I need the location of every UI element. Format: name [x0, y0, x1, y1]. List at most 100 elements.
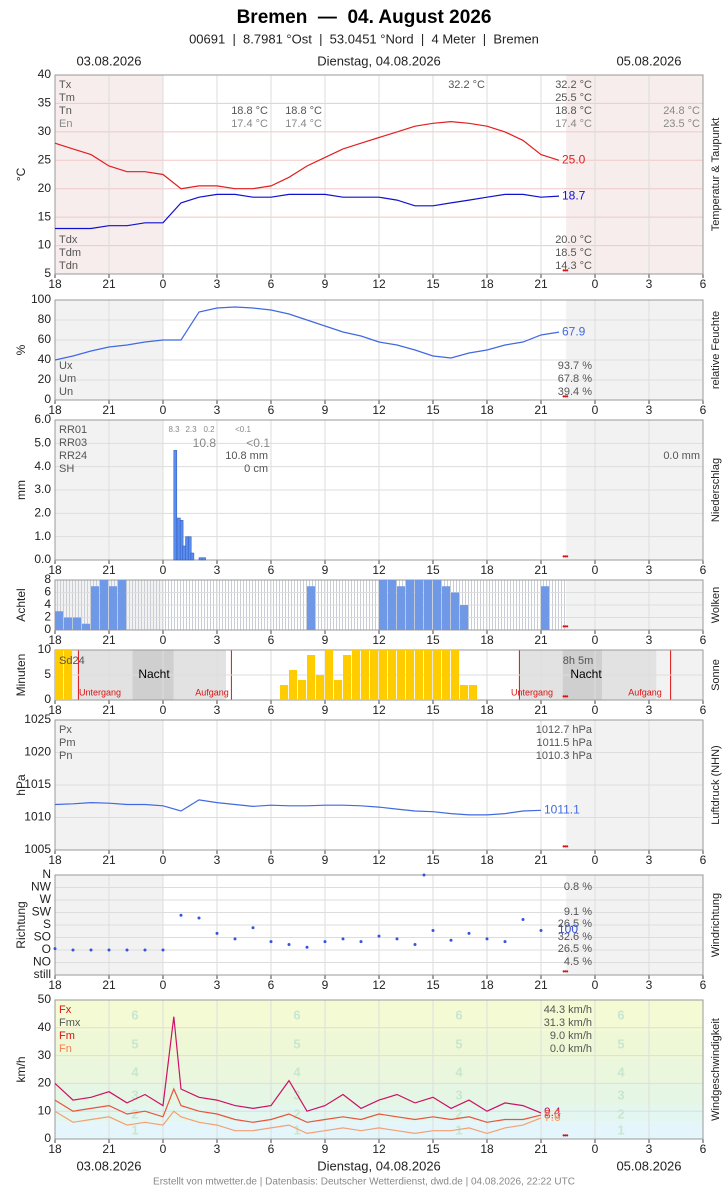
x-tick-label: 0 [592, 978, 599, 992]
side-label: Windgeschwindigkeit [710, 1018, 722, 1121]
panel: 0.0 1.0 2.0 3.0 4.0 5.0 6.0 18 21 0 3 6 9 12 15 18 21 0 3 6… [14, 412, 722, 577]
y-tick-label: O [42, 942, 51, 956]
annotation: 31.3 km/h [544, 1017, 592, 1029]
y-tick-label: 60 [38, 332, 52, 346]
beaufort-label: 2 [455, 1106, 462, 1121]
annotation: 100 [558, 922, 578, 936]
future-shade [566, 75, 703, 274]
x-tick-label: 6 [700, 853, 707, 867]
x-tick-label: 3 [646, 563, 653, 577]
x-tick-label: 3 [214, 563, 221, 577]
y-tick-label: 15 [38, 209, 52, 223]
x-tick-label: 6 [700, 703, 707, 717]
x-tick-label: 15 [426, 403, 440, 417]
y-tick-label: 0 [44, 392, 51, 406]
x-tick-label: 21 [534, 853, 548, 867]
panel: 1005 1010 1015 1020 1025 18 21 0 3 6 9 12 15 18 21 0 3 6 h… [14, 712, 722, 867]
bar [415, 580, 424, 630]
x-tick-label: 15 [426, 978, 440, 992]
y-tick-label: 20 [38, 181, 52, 195]
y-tick-label: 1020 [24, 745, 51, 759]
annotation: 0.0 mm [663, 450, 700, 462]
bar [442, 586, 451, 630]
y-tick-label: 5 [44, 266, 51, 280]
bar [415, 650, 424, 700]
x-tick-label: 6 [268, 703, 275, 717]
x-tick-label: 6 [268, 853, 275, 867]
side-label: Luftdruck (NHN) [710, 745, 722, 824]
y-tick-label: NW [31, 880, 52, 894]
annotation: En [59, 118, 72, 130]
x-tick-label: 6 [700, 563, 707, 577]
y-tick-label: 1.0 [34, 529, 51, 543]
y-tick-label: 40 [38, 67, 52, 81]
y-tick-label: 40 [38, 1020, 52, 1034]
x-tick-label: 6 [700, 403, 707, 417]
side-label: Temperatur & Taupunkt [710, 118, 722, 232]
y-tick-label: 2.0 [34, 506, 51, 520]
annotation: Nacht [570, 667, 602, 681]
x-tick-label: 18 [48, 978, 62, 992]
now-marker: ••• [562, 266, 569, 275]
point [233, 937, 237, 941]
point [413, 942, 417, 946]
bar [388, 650, 397, 700]
x-tick-label: 18 [48, 277, 62, 291]
series-line [54, 1110, 542, 1135]
x-tick-label: 3 [646, 403, 653, 417]
x-tick-label: 18 [480, 703, 494, 717]
y-tick-label: 10 [38, 238, 52, 252]
beaufort-label: 5 [131, 1036, 138, 1051]
x-tick-label: 6 [268, 1142, 275, 1156]
bar [406, 580, 415, 630]
bar [100, 580, 109, 630]
annotation: RR01 [59, 424, 87, 436]
x-tick-label: 12 [372, 633, 386, 647]
now-marker: ••• [562, 692, 569, 701]
y-tick-label: 10 [38, 1103, 52, 1117]
now-marker: ••• [562, 392, 569, 401]
annotation: Fx [59, 1004, 72, 1016]
y-tick-label: W [40, 892, 52, 906]
annotation: Untergang [79, 687, 121, 697]
bar [307, 586, 316, 630]
x-tick-label: 15 [426, 703, 440, 717]
bar [334, 680, 343, 700]
point [422, 873, 426, 877]
x-tick-label: 15 [426, 563, 440, 577]
annotation: 18.8 °C [231, 105, 268, 117]
bar [109, 586, 118, 630]
panel-frame [54, 719, 704, 851]
y-axis-label: hPa [14, 774, 28, 796]
x-tick-label: 18 [48, 853, 62, 867]
beaufort-label: 2 [617, 1106, 624, 1121]
x-tick-label: 21 [534, 703, 548, 717]
point [395, 937, 399, 941]
title: Bremen — 04. August 2026 [237, 7, 492, 28]
annotation: 67.8 % [558, 373, 592, 385]
date-center: Dienstag, 04.08.2026 [317, 1158, 441, 1173]
footer: Erstellt von mtwetter.de | Datenbasis: D… [153, 1177, 575, 1188]
point [467, 931, 471, 935]
current-value: 67.9 [562, 324, 586, 338]
annotation: 0 cm [244, 463, 268, 475]
annotation: 32.6 % [558, 931, 592, 943]
x-tick-label: 12 [372, 403, 386, 417]
annotation: Um [59, 373, 76, 385]
date-center: Dienstag, 04.08.2026 [317, 53, 441, 68]
y-axis-label: Richtung [14, 901, 28, 948]
x-tick-label: 18 [48, 563, 62, 577]
beaufort-label: 6 [131, 1007, 138, 1022]
point [161, 948, 165, 952]
y-tick-label: 30 [38, 124, 52, 138]
annotation: 4.5 % [564, 956, 592, 968]
bar [433, 580, 442, 630]
x-tick-label: 6 [268, 978, 275, 992]
x-tick-label: 0 [160, 277, 167, 291]
beaufort-label: 2 [131, 1106, 138, 1121]
annotation: 9.0 km/h [550, 1030, 592, 1042]
x-tick-label: 15 [426, 853, 440, 867]
y-tick-label: SW [32, 905, 52, 919]
y-tick-label: 50 [38, 992, 52, 1006]
annotation: 0.0 km/h [550, 1043, 592, 1055]
